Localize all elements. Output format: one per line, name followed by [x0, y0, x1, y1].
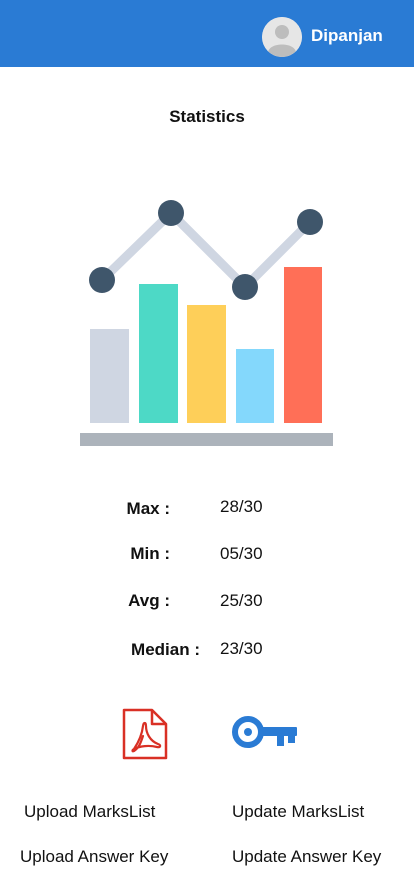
illustration-marker-2	[158, 200, 184, 226]
stat-label-avg: Avg :	[128, 591, 170, 610]
stat-label-max: Max :	[126, 499, 170, 518]
illustration-bar-5	[284, 267, 322, 423]
upload-markslist-button[interactable]: Upload MarksList	[24, 802, 156, 821]
app-header: Dipanjan	[0, 0, 414, 67]
illustration-marker-4	[297, 209, 323, 235]
upload-answer-key-button[interactable]: Upload Answer Key	[20, 847, 169, 866]
illustration-marker-1	[89, 267, 115, 293]
page-title: Statistics	[169, 107, 245, 126]
key-icon-button[interactable]	[231, 714, 299, 750]
illustration-bar-3	[187, 305, 226, 423]
statistics-chart-illustration	[80, 200, 333, 446]
username[interactable]: Dipanjan	[311, 26, 383, 45]
stat-value-min: 05/30	[220, 544, 263, 563]
stat-label-median: Median :	[131, 640, 200, 659]
avatar[interactable]	[262, 17, 302, 57]
pdf-icon	[122, 708, 168, 760]
user-avatar-icon	[262, 17, 302, 57]
illustration-bar-4	[236, 349, 274, 423]
pdf-icon-button[interactable]	[122, 708, 168, 760]
illustration-baseline	[80, 433, 333, 446]
illustration-bar-2	[139, 284, 178, 423]
stat-value-max: 28/30	[220, 497, 263, 516]
illustration-trend-line	[97, 208, 315, 292]
update-answer-key-button[interactable]: Update Answer Key	[232, 847, 382, 866]
illustration-bar-1	[90, 329, 129, 423]
stat-value-median: 23/30	[220, 639, 263, 658]
key-icon	[232, 716, 297, 748]
illustration-marker-3	[232, 274, 258, 300]
stat-value-avg: 25/30	[220, 591, 263, 610]
stat-label-min: Min :	[130, 544, 170, 563]
update-markslist-button[interactable]: Update MarksList	[232, 802, 365, 821]
